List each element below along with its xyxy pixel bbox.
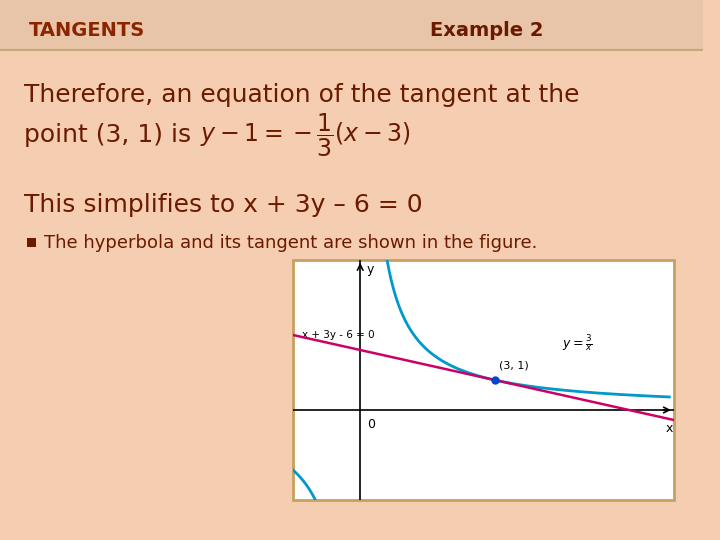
Text: Therefore, an equation of the tangent at the: Therefore, an equation of the tangent at… (24, 83, 580, 107)
Bar (27, 238, 36, 247)
Text: point (3, 1) is: point (3, 1) is (24, 123, 192, 147)
Text: Example 2: Example 2 (430, 21, 543, 39)
Text: TANGENTS: TANGENTS (30, 21, 145, 39)
Bar (293, 260, 674, 500)
Text: The hyperbola and its tangent are shown in the figure.: The hyperbola and its tangent are shown … (44, 234, 537, 252)
Bar (0, 0, 703, 50)
Text: This simplifies to x + 3y – 6 = 0: This simplifies to x + 3y – 6 = 0 (24, 193, 423, 217)
Text: $y-1=-\dfrac{1}{3}(x-3)$: $y-1=-\dfrac{1}{3}(x-3)$ (200, 111, 411, 159)
